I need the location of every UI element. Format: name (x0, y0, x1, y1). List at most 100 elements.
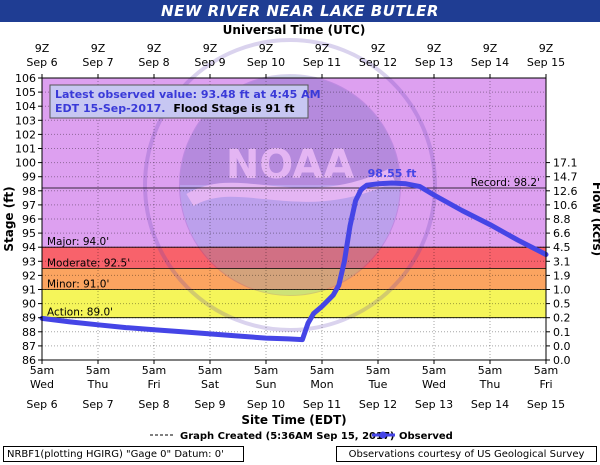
x-bottom-date: Sep 6 (26, 398, 57, 411)
x-top-hour: 9Z (35, 42, 50, 55)
x-top-hour: 9Z (203, 42, 218, 55)
y-tick-label: 106 (15, 72, 36, 85)
x-bottom-time: 5am (86, 364, 110, 377)
zone-moderate (42, 268, 546, 290)
y-tick-label: 98 (22, 185, 36, 198)
observed-point (365, 183, 368, 187)
x-bottom-weekday: Tue (368, 378, 388, 391)
svg-text:NOAA: NOAA (226, 142, 354, 188)
x-bottom-date: Sep 9 (194, 398, 225, 411)
observed-point (354, 199, 357, 202)
y2-tick-label: 3.1 (553, 255, 571, 268)
observed-point (180, 330, 184, 333)
threshold-lines: Record: 98.2' Major: 94.0' Moderate: 92.5'… (42, 177, 546, 319)
x-top-hour: 9Z (91, 42, 106, 55)
x-bottom-weekday: Fri (147, 378, 160, 391)
y-tick-label: 99 (22, 171, 36, 184)
x-top-date: Sep 11 (303, 56, 341, 69)
x-top-date: Sep 14 (471, 56, 509, 69)
legend-observed: Observed (399, 431, 453, 442)
y-tick-label: 102 (15, 128, 36, 141)
x-top-date: Sep 12 (359, 56, 397, 69)
x-bottom-time: 5am (142, 364, 166, 377)
legend-graph-created: Graph Created (5:36AM Sep 15, 2017) (180, 431, 395, 442)
observed-point (343, 260, 346, 263)
observed-point (360, 188, 363, 191)
y-tick-label: 103 (15, 114, 36, 127)
y2-tick-label: 0.0 (553, 354, 571, 367)
x-top-hour: 9Z (539, 42, 554, 55)
x-bottom-time: 5am (198, 364, 222, 377)
x-top-date: Sep 15 (527, 56, 565, 69)
y2-tick-label: 0.0 (553, 340, 571, 353)
x-bottom-date: Sep 11 (303, 398, 341, 411)
x-top-hour: 9Z (315, 42, 330, 55)
zone-minor (42, 289, 546, 318)
flood-zones (42, 78, 546, 360)
y2-tick-label: 14.7 (553, 171, 578, 184)
y-tick-label: 87 (22, 340, 36, 353)
observed-point (348, 224, 352, 228)
x-bottom-weekday: Thu (87, 378, 109, 391)
y-tick-label: 86 (22, 354, 36, 367)
footer-datum: NRBF1(plotting HGIRG) "Gage 0" Datum: 0' (3, 446, 244, 462)
y2-tick-label: 8.8 (553, 213, 571, 226)
chart-title: NEW RIVER NEAR LAKE BUTLER (0, 0, 600, 22)
x-top-date: Sep 13 (415, 56, 453, 69)
info-box: Latest observed value: 93.48 ft at 4:45 … (49, 84, 321, 119)
observed-point (432, 193, 436, 197)
y-tick-label: 105 (15, 86, 36, 99)
x-bottom-time: 5am (310, 364, 334, 377)
footer-credit: Observations courtesy of US Geological S… (336, 446, 597, 462)
y-tick-label: 91 (22, 284, 36, 297)
observed-point (404, 182, 408, 185)
x-bottom-date: Sep 8 (138, 398, 169, 411)
x-top-hour: 9Z (483, 42, 498, 55)
y2-tick-label: 17.1 (553, 157, 578, 170)
x-bottom-time: 5am (478, 364, 502, 377)
x-top-hour: 9Z (427, 42, 442, 55)
y2-tick-label: 4.5 (553, 241, 571, 254)
info-latest: Latest observed value: 93.48 ft at 4:45 … (55, 88, 321, 101)
y2-tick-label: 1.0 (553, 284, 571, 297)
observed-point (152, 328, 156, 331)
x-bottom-time: 5am (254, 364, 278, 377)
x-bottom-weekday: Sun (256, 378, 277, 391)
x-bottom-weekday: Mon (310, 378, 333, 391)
y2-tick-label: 1.9 (553, 269, 571, 282)
observed-point (376, 182, 380, 185)
x-bottom-date: Sep 12 (359, 398, 397, 411)
observed-point (96, 323, 100, 326)
observed-point (312, 312, 315, 315)
y2-tick-label: 0.2 (553, 312, 571, 325)
observed-point (306, 322, 310, 325)
legend-observed-marker (379, 431, 387, 439)
x-top-date: Sep 8 (138, 56, 169, 69)
info-floodstage: Flood Stage is 91 ft (173, 102, 294, 115)
y-tick-label: 96 (22, 213, 36, 226)
peak-label: 98.55 ft (368, 167, 417, 180)
observed-point (337, 284, 340, 287)
threshold-label: Moderate: 92.5' (47, 257, 130, 269)
svg-text:EDT 15-Sep-2017. Flood S: EDT 15-Sep-2017. Flood Stage is 91 ft (55, 102, 295, 115)
observed-point (287, 337, 290, 341)
y-tick-label: 104 (15, 100, 36, 113)
top-axis-title: Universal Time (UTC) (223, 23, 366, 37)
y-axis-title: Stage (ft) (2, 186, 16, 251)
threshold-label: Minor: 91.0' (47, 279, 109, 291)
zone-major (42, 247, 546, 269)
x-bottom-date: Sep 10 (247, 398, 285, 411)
y-tick-label: 101 (15, 143, 36, 156)
y2-tick-label: 10.6 (553, 199, 578, 212)
x-bottom-time: 5am (422, 364, 446, 377)
y-tick-label: 92 (22, 269, 36, 282)
x-top-hour: 9Z (147, 42, 162, 55)
x-top-date: Sep 9 (194, 56, 225, 69)
observed-point (236, 334, 240, 338)
observed-point (516, 238, 520, 242)
y-tick-label: 90 (22, 298, 36, 311)
x-bottom-weekday: Sat (201, 378, 220, 391)
observed-point (488, 223, 492, 226)
observed-point (301, 338, 304, 341)
